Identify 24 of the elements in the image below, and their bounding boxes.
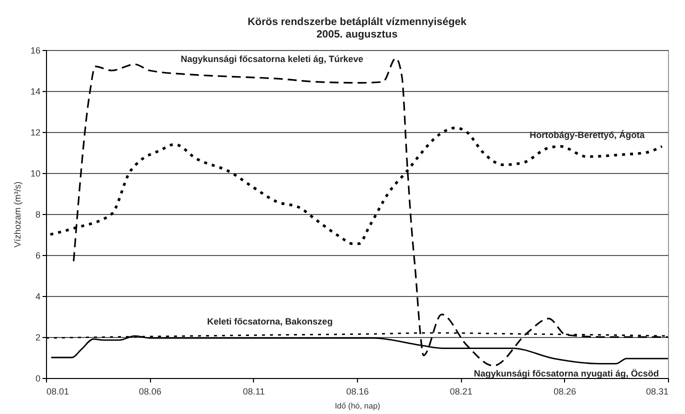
x-tick-label: 08.21 bbox=[450, 386, 472, 396]
x-tick-label: 08.31 bbox=[646, 386, 668, 396]
y-tick-label: 16 bbox=[30, 46, 40, 56]
y-tick-label: 10 bbox=[30, 168, 40, 178]
x-axis-title: Idő (hó, nap) bbox=[334, 402, 381, 410]
series-label: Nagykunsági főcsatorna nyugati ág, Öcsöd bbox=[474, 368, 659, 378]
series-label: Nagykunsági főcsatorna keleti ág, Túrkeve bbox=[180, 54, 364, 64]
y-axis-title: Vízhozam (m³/s) bbox=[12, 181, 22, 248]
y-tick-label: 2 bbox=[35, 332, 40, 342]
series-label: Hortobágy-Berettyó, Ágota bbox=[530, 130, 646, 140]
series-label: Keleti főcsatorna, Bakonszeg bbox=[207, 316, 333, 327]
y-tick-label: 4 bbox=[35, 292, 40, 302]
x-tick-label: 08.06 bbox=[138, 386, 162, 396]
y-tick-label: 6 bbox=[35, 250, 40, 260]
y-tick-label: 14 bbox=[30, 86, 40, 96]
y-tick-label: 0 bbox=[35, 374, 40, 384]
x-tick-label: 08.01 bbox=[46, 386, 70, 396]
chart-subtitle: 2005. augusztus bbox=[316, 28, 398, 40]
x-tick-label: 08.16 bbox=[346, 386, 369, 396]
chart-title: Körös rendszerbe betáplált vízmennyiségek bbox=[248, 16, 467, 28]
x-tick-label: 08.11 bbox=[242, 386, 265, 396]
y-tick-label: 12 bbox=[30, 128, 40, 138]
y-tick-label: 8 bbox=[35, 210, 40, 220]
x-tick-label: 08.26 bbox=[554, 386, 576, 396]
